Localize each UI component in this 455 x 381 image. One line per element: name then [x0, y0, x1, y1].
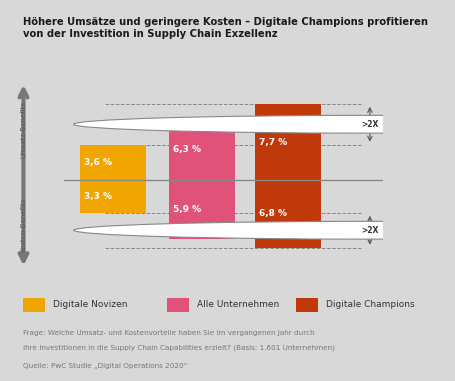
Bar	[254, 104, 320, 180]
Bar	[80, 180, 146, 213]
Circle shape	[74, 115, 455, 133]
Text: 5,9 %: 5,9 %	[173, 205, 201, 214]
Bar	[169, 118, 234, 180]
Text: 3,6 %: 3,6 %	[84, 158, 112, 167]
Text: >2X: >2X	[360, 226, 378, 235]
Text: Ihre Investitionen in die Supply Chain Capabilities erzielt? (Basis: 1.601 Unter: Ihre Investitionen in die Supply Chain C…	[23, 345, 334, 351]
Text: 6,3 %: 6,3 %	[173, 144, 201, 154]
Text: Alle Unternehmen: Alle Unternehmen	[197, 300, 279, 309]
Text: Digitale Champions: Digitale Champions	[325, 300, 414, 309]
Text: 6,8 %: 6,8 %	[258, 210, 286, 218]
Bar	[167, 298, 189, 312]
Circle shape	[74, 221, 455, 239]
Text: >2X: >2X	[360, 120, 378, 129]
Bar	[295, 298, 317, 312]
Bar	[254, 180, 320, 248]
Text: Frage: Welche Umsatz- und Kostenvorteile haben Sie im vergangenen Jahr durch: Frage: Welche Umsatz- und Kostenvorteile…	[23, 330, 314, 336]
Text: Umsatz-Benefits: Umsatz-Benefits	[20, 101, 26, 158]
Text: 7,7 %: 7,7 %	[258, 138, 286, 147]
Text: Kosten-Benefits: Kosten-Benefits	[20, 198, 26, 252]
Bar	[169, 180, 234, 239]
Text: Digitale Novizen: Digitale Novizen	[53, 300, 127, 309]
Bar	[23, 298, 45, 312]
Bar	[80, 144, 146, 180]
Text: Höhere Umsätze und geringere Kosten – Digitale Champions profitieren
von der Inv: Höhere Umsätze und geringere Kosten – Di…	[23, 17, 427, 39]
Text: Quelle: PwC Studie „Digital Operations 2020“: Quelle: PwC Studie „Digital Operations 2…	[23, 363, 187, 369]
Text: 3,3 %: 3,3 %	[84, 192, 112, 201]
